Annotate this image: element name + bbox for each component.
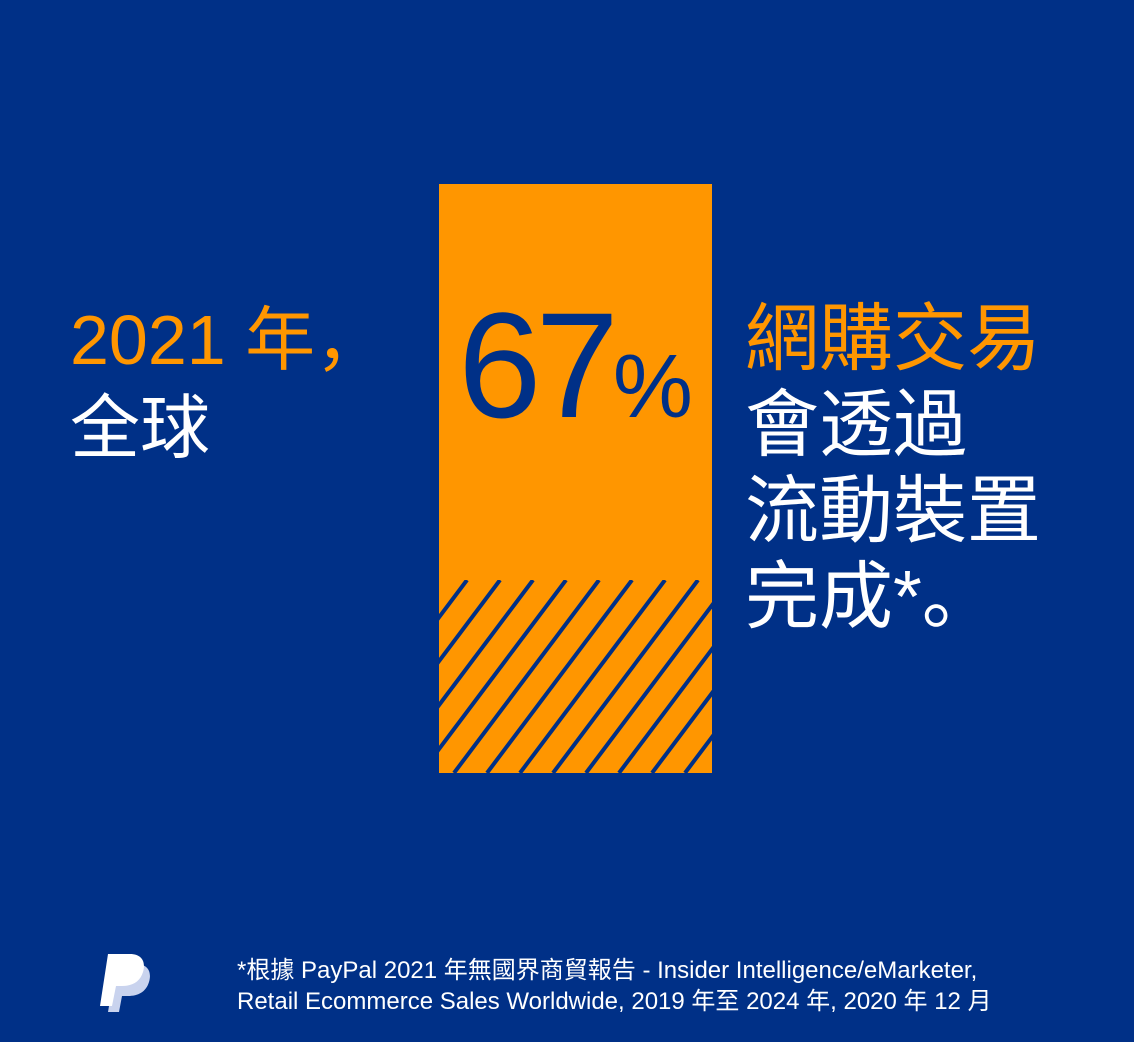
- footnote-line-2: Retail Ecommerce Sales Worldwide, 2019 年…: [237, 988, 992, 1015]
- hatch-line: [584, 601, 712, 773]
- stat-number: 67: [458, 281, 619, 449]
- hatch-line: [683, 733, 712, 773]
- headline-right-1: 網購交易: [745, 297, 1041, 380]
- hatch-line: [485, 580, 634, 773]
- hatch-line: [439, 580, 568, 753]
- paypal-logo-icon: [100, 954, 150, 1012]
- hatch-line: [650, 689, 712, 773]
- stat-bar-fill: [439, 184, 712, 773]
- stat-value: 67%: [439, 290, 712, 462]
- footnote: *根據 PayPal 2021 年無國界商貿報告 - Insider Intel…: [237, 955, 992, 1017]
- headline-right-2: 會透過: [745, 383, 967, 466]
- stat-bar-hatch: [439, 580, 712, 773]
- hatch-line: [518, 580, 667, 773]
- hatch-line: [439, 580, 502, 665]
- headline-year: 2021 年，: [70, 301, 386, 379]
- hatch-line: [551, 580, 700, 773]
- hatch-line: [439, 580, 535, 709]
- headline-right-4: 完成*。: [745, 555, 996, 638]
- hatch-line: [452, 580, 601, 773]
- hatch-line: [617, 645, 712, 773]
- headline-global: 全球: [70, 389, 210, 467]
- headline-right-3: 流動裝置: [745, 469, 1041, 552]
- footnote-line-1: *根據 PayPal 2021 年無國界商貿報告 - Insider Intel…: [237, 957, 978, 984]
- headline-left: 2021 年， 全球: [70, 296, 385, 472]
- stat-unit: %: [612, 337, 693, 437]
- headline-right: 網購交易 會透過 流動裝置 完成*。: [745, 296, 1041, 640]
- hatch-line: [439, 580, 469, 621]
- stat-bar: [439, 184, 712, 773]
